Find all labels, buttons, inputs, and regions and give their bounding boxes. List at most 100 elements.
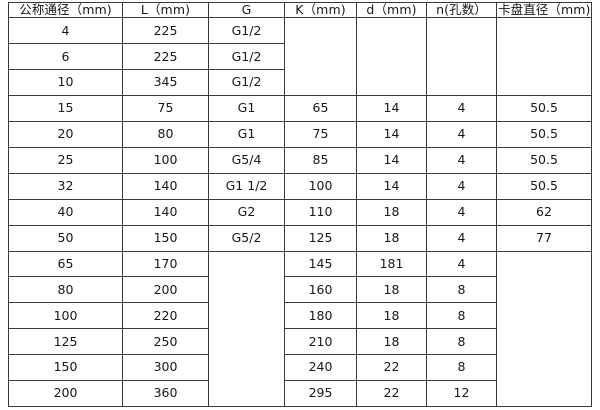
cell-k-empty-merged — [284, 17, 357, 97]
cell-d: 14 — [356, 95, 427, 122]
cell-length: 150 — [122, 224, 209, 252]
cell-hole-count-empty-merged — [426, 17, 497, 97]
cell-hole-count: 8 — [426, 302, 497, 330]
cell-k: 295 — [284, 380, 357, 407]
table-row: 6 225 G1/2 — [8, 43, 592, 71]
cell-length: 200 — [122, 276, 209, 304]
cell-nominal-diameter: 80 — [8, 276, 123, 304]
table-row: 40 140 G2 110 18 4 62 — [8, 198, 592, 226]
cell-length: 345 — [122, 69, 209, 97]
cell-d: 18 — [356, 302, 427, 330]
cell-nominal-diameter: 25 — [8, 146, 123, 174]
cell-hole-count: 4 — [426, 121, 497, 148]
cell-thread-g: G5/2 — [208, 224, 285, 252]
cell-nominal-diameter: 50 — [8, 224, 123, 252]
cell-hole-count: 8 — [426, 328, 497, 356]
cell-thread-g: G1/2 — [208, 43, 285, 71]
cell-chuck-diameter: 50.5 — [496, 95, 592, 122]
table-header: 公称通径（mm) L（mm) G K（mm) d（mm) n(孔数） 卡盘直径（… — [8, 1, 592, 19]
cell-d: 18 — [356, 198, 427, 226]
cell-chuck-diameter: 50.5 — [496, 121, 592, 148]
cell-nominal-diameter: 20 — [8, 121, 123, 148]
cell-nominal-diameter: 6 — [8, 43, 123, 71]
cell-hole-count: 8 — [426, 276, 497, 304]
cell-k: 160 — [284, 276, 357, 304]
cell-nominal-diameter: 10 — [8, 69, 123, 97]
cell-length: 75 — [122, 95, 209, 122]
cell-k: 240 — [284, 354, 357, 382]
cell-nominal-diameter: 100 — [8, 302, 123, 330]
cell-d: 18 — [356, 224, 427, 252]
cell-hole-count: 12 — [426, 380, 497, 407]
cell-k: 125 — [284, 224, 357, 252]
cell-length: 80 — [122, 121, 209, 148]
cell-hole-count: 4 — [426, 224, 497, 252]
table-row: 15 75 G1 65 14 4 50.5 — [8, 95, 592, 122]
cell-length: 140 — [122, 172, 209, 200]
table-row: 20 80 G1 75 14 4 50.5 — [8, 121, 592, 148]
cell-hole-count: 4 — [426, 95, 497, 122]
cell-length: 225 — [122, 43, 209, 71]
cell-k: 145 — [284, 250, 357, 278]
cell-k: 100 — [284, 172, 357, 200]
cell-hole-count: 4 — [426, 198, 497, 226]
table-row: 50 150 G5/2 125 18 4 77 — [8, 224, 592, 252]
specification-table: 公称通径（mm) L（mm) G K（mm) d（mm) n(孔数） 卡盘直径（… — [8, 1, 592, 408]
table-row: 10 345 G1/2 — [8, 69, 592, 97]
cell-chuck-diameter: 50.5 — [496, 172, 592, 200]
cell-chuck-diameter: 62 — [496, 198, 592, 226]
cell-length: 140 — [122, 198, 209, 226]
cell-length: 250 — [122, 328, 209, 356]
table-row: 200 360 295 22 12 — [8, 380, 592, 407]
cell-k: 210 — [284, 328, 357, 356]
column-header-k: K（mm) — [284, 1, 357, 19]
cell-chuck-diameter: 50.5 — [496, 146, 592, 174]
cell-nominal-diameter: 40 — [8, 198, 123, 226]
cell-thread-g: G1 — [208, 95, 285, 122]
cell-chuck-diameter: 77 — [496, 224, 592, 252]
cell-hole-count: 8 — [426, 354, 497, 382]
cell-thread-g-empty-merged-bottom — [208, 250, 285, 408]
cell-k: 180 — [284, 302, 357, 330]
cell-nominal-diameter: 125 — [8, 328, 123, 356]
column-header-length: L（mm) — [122, 1, 209, 19]
cell-length: 360 — [122, 380, 209, 407]
cell-d: 22 — [356, 354, 427, 382]
cell-length: 300 — [122, 354, 209, 382]
table-row: 125 250 210 18 8 — [8, 328, 592, 356]
table-row: 25 100 G5/4 85 14 4 50.5 — [8, 146, 592, 174]
cell-thread-g: G5/4 — [208, 146, 285, 174]
cell-k: 65 — [284, 95, 357, 122]
cell-thread-g: G1 — [208, 121, 285, 148]
cell-d: 14 — [356, 172, 427, 200]
cell-d: 181 — [356, 250, 427, 278]
cell-d: 14 — [356, 146, 427, 174]
cell-chuck-diameter-empty-merged-top — [496, 17, 592, 97]
column-header-d: d（mm) — [356, 1, 427, 19]
table-body: 4 225 G1/2 6 225 G1/2 10 345 G1/2 15 75 — [8, 17, 592, 408]
cell-nominal-diameter: 150 — [8, 354, 123, 382]
cell-length: 225 — [122, 17, 209, 45]
cell-thread-g: G1/2 — [208, 17, 285, 45]
cell-nominal-diameter: 200 — [8, 380, 123, 407]
cell-nominal-diameter: 15 — [8, 95, 123, 122]
cell-k: 75 — [284, 121, 357, 148]
cell-length: 100 — [122, 146, 209, 174]
cell-nominal-diameter: 32 — [8, 172, 123, 200]
cell-k: 85 — [284, 146, 357, 174]
cell-hole-count: 4 — [426, 146, 497, 174]
cell-chuck-diameter-empty-merged-bottom — [496, 250, 592, 408]
cell-nominal-diameter: 65 — [8, 250, 123, 278]
table-row: 32 140 G1 1/2 100 14 4 50.5 — [8, 172, 592, 200]
cell-d: 18 — [356, 328, 427, 356]
cell-d: 18 — [356, 276, 427, 304]
column-header-nominal-diameter: 公称通径（mm) — [8, 1, 123, 19]
column-header-thread-g: G — [208, 1, 285, 19]
cell-hole-count: 4 — [426, 172, 497, 200]
cell-length: 220 — [122, 302, 209, 330]
table-row: 100 220 180 18 8 — [8, 302, 592, 330]
column-header-chuck-diameter: 卡盘直径（mm) — [496, 1, 592, 19]
cell-d: 22 — [356, 380, 427, 407]
column-header-hole-count: n(孔数） — [426, 1, 497, 19]
